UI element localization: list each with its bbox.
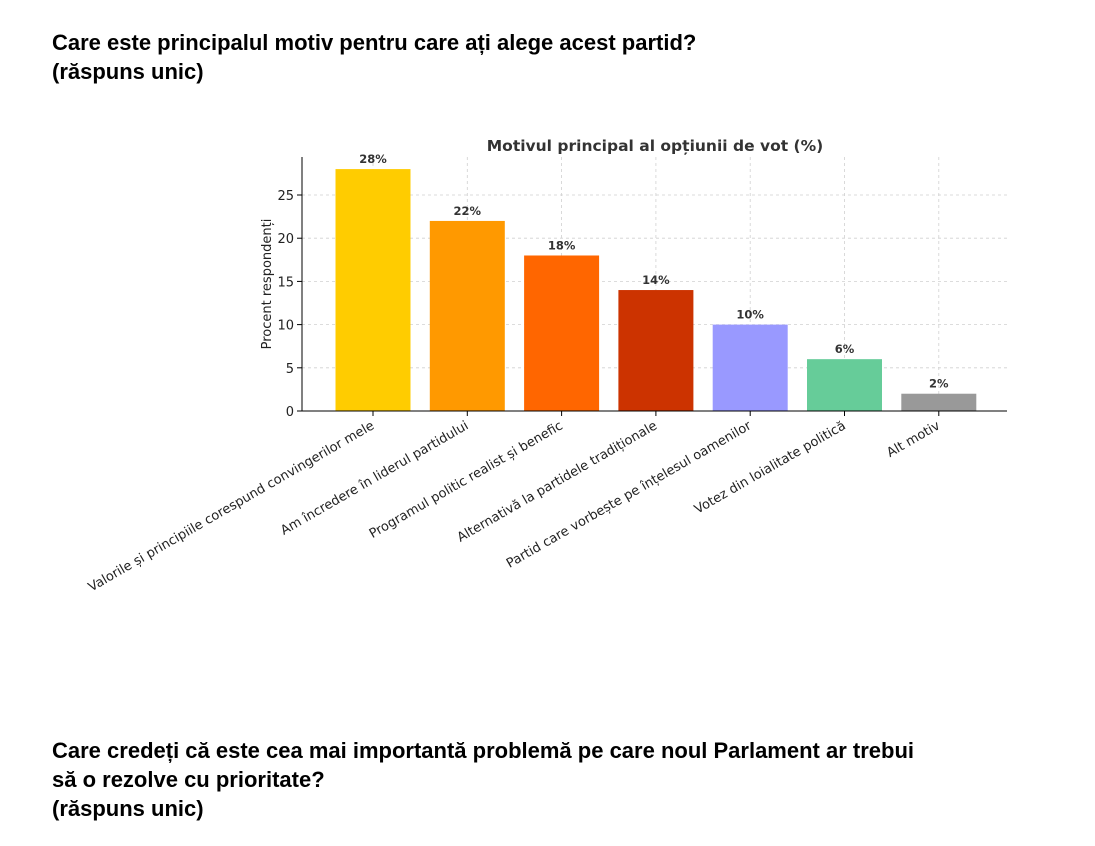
question-1-text: Care este principalul motiv pentru care …	[52, 30, 697, 55]
x-tick-label-2: Am încredere în liderul partidului	[278, 418, 471, 538]
bar-5	[712, 324, 788, 411]
bar-2	[429, 220, 505, 411]
y-tick-label: 5	[286, 362, 294, 377]
question-2-text: Care credeți că este cea mai importantă …	[52, 738, 914, 763]
data-label-2: 22%	[454, 204, 482, 218]
data-label-7: 2%	[929, 377, 949, 391]
chart-title: Motivul principal al opțiunii de vot (%)	[487, 137, 823, 155]
axes	[301, 157, 1007, 412]
data-label-1: 28%	[359, 152, 387, 166]
data-labels: 28% 22% 18% 14% 10% 6% 2%	[359, 152, 949, 391]
question-2: Care credeți că este cea mai importantă …	[52, 736, 1042, 823]
question-1: Care este principalul motiv pentru care …	[52, 28, 1032, 86]
question-2-text-cont: să o rezolve cu prioritate?	[52, 767, 325, 792]
bars	[335, 169, 977, 411]
x-tick-label-3: Programul politic realist și benefic	[367, 418, 566, 541]
bar-7	[901, 393, 977, 411]
y-axis-label: Procent respondenți	[260, 219, 275, 350]
question-1-note: (răspuns unic)	[52, 59, 204, 84]
y-tick-label: 15	[277, 275, 294, 290]
y-tick-label: 25	[277, 189, 294, 204]
y-ticks: 0 5 10 15 20 25	[277, 189, 302, 420]
y-tick-label: 20	[277, 232, 294, 247]
data-label-5: 10%	[736, 308, 764, 322]
x-tick-label-6: Votez din loialitate politică	[692, 418, 848, 517]
data-label-4: 14%	[642, 273, 670, 287]
question-2-note: (răspuns unic)	[52, 796, 204, 821]
bar-3	[524, 255, 600, 411]
x-tick-label-4: Alternativă la partidele tradiționale	[455, 418, 660, 545]
bar-4	[618, 290, 694, 411]
bar-6	[807, 359, 882, 411]
bar-1	[335, 169, 411, 411]
y-tick-label: 0	[286, 405, 294, 420]
data-label-6: 6%	[835, 342, 855, 356]
x-tick-label-7: Alt motiv	[884, 418, 943, 461]
x-ticks: Valorile și principiile corespund convin…	[86, 411, 943, 595]
y-tick-label: 10	[277, 319, 294, 334]
data-label-3: 18%	[548, 238, 576, 252]
